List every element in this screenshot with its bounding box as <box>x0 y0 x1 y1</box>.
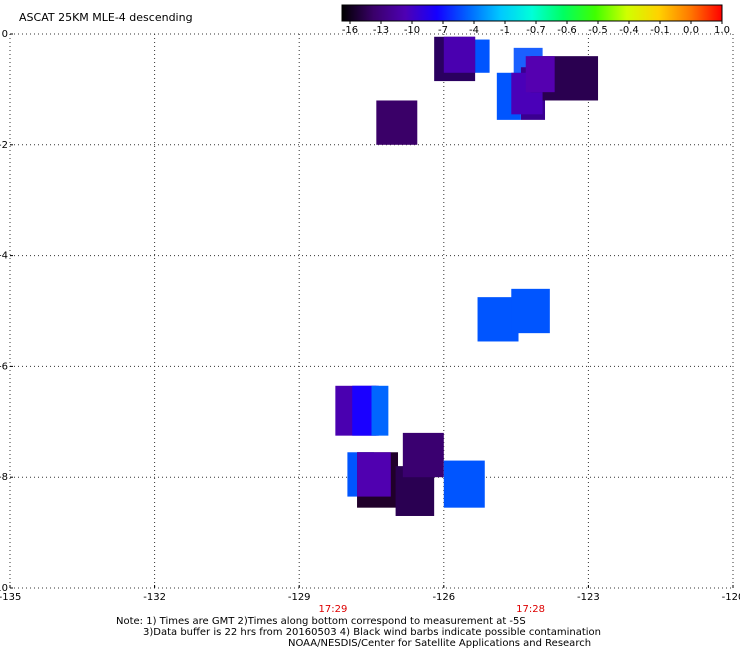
colorbar-tick-label: -0.6 <box>557 25 577 36</box>
wind-cell <box>525 56 555 93</box>
x-tick-label: -120 <box>722 592 740 603</box>
colorbar-tick-label: -1 <box>500 25 510 36</box>
colorbar-tick-label: -0.5 <box>588 25 608 36</box>
colorbar-tick-label: -0.7 <box>526 25 546 36</box>
note-line-3: NOAA/NESDIS/Center for Satellite Applica… <box>288 638 592 649</box>
wind-cell <box>371 385 389 436</box>
wind-cell <box>376 100 418 145</box>
y-tick-label: -2 <box>0 140 8 151</box>
y-tick-label: 0 <box>2 29 8 40</box>
time-label: 17:28 <box>516 604 545 615</box>
map-axes: -135 -132 -129 -126 -123 -120 0 -2 -4 -6 -8 -10 17:2… <box>0 29 740 615</box>
colorbar-tick-label: -13 <box>373 25 389 36</box>
x-tick-label: -123 <box>577 592 600 603</box>
wind-cell <box>443 36 476 73</box>
map-grid <box>9 33 734 589</box>
y-tick-label: -10 <box>0 583 8 594</box>
colorbar-tick-label: -0.1 <box>650 25 670 36</box>
wind-cell <box>511 288 550 334</box>
colorbar-bar <box>341 4 723 22</box>
colorbar-tick-label: -4 <box>469 25 479 36</box>
x-tick-label: -132 <box>143 592 166 603</box>
wind-cell <box>443 460 485 508</box>
x-tick-label: -126 <box>432 592 455 603</box>
colorbar: -16 -13 -10 -7 -4 -1 -0.7 -0.6 -0.5 -0.4 -0.1 0.0 1.… <box>341 4 730 36</box>
time-label: 17:29 <box>319 604 348 615</box>
note-line-1: Note: 1) Times are GMT 2)Times along bot… <box>116 616 526 627</box>
colorbar-tick-label: -0.4 <box>619 25 639 36</box>
y-tick-label: -8 <box>0 472 8 483</box>
wind-cell <box>357 452 391 497</box>
x-tick-label: -135 <box>0 592 21 603</box>
colorbar-tick-label: 1.0 <box>714 25 730 36</box>
colorbar-tick-label: -7 <box>438 25 448 36</box>
colorbar-tick-label: -10 <box>404 25 420 36</box>
wind-cell <box>402 432 444 478</box>
y-tick-label: -4 <box>0 251 8 262</box>
note-line-2: 3)Data buffer is 22 hrs from 20160503 4)… <box>143 627 601 638</box>
y-tick-label: -6 <box>0 361 8 372</box>
colorbar-tick-label: -16 <box>342 25 358 36</box>
x-tick-label: -129 <box>288 592 311 603</box>
data-cells <box>335 36 599 516</box>
map-title: ASCAT 25KM MLE-4 descending <box>19 11 193 24</box>
colorbar-tick-label: 0.0 <box>683 25 699 36</box>
